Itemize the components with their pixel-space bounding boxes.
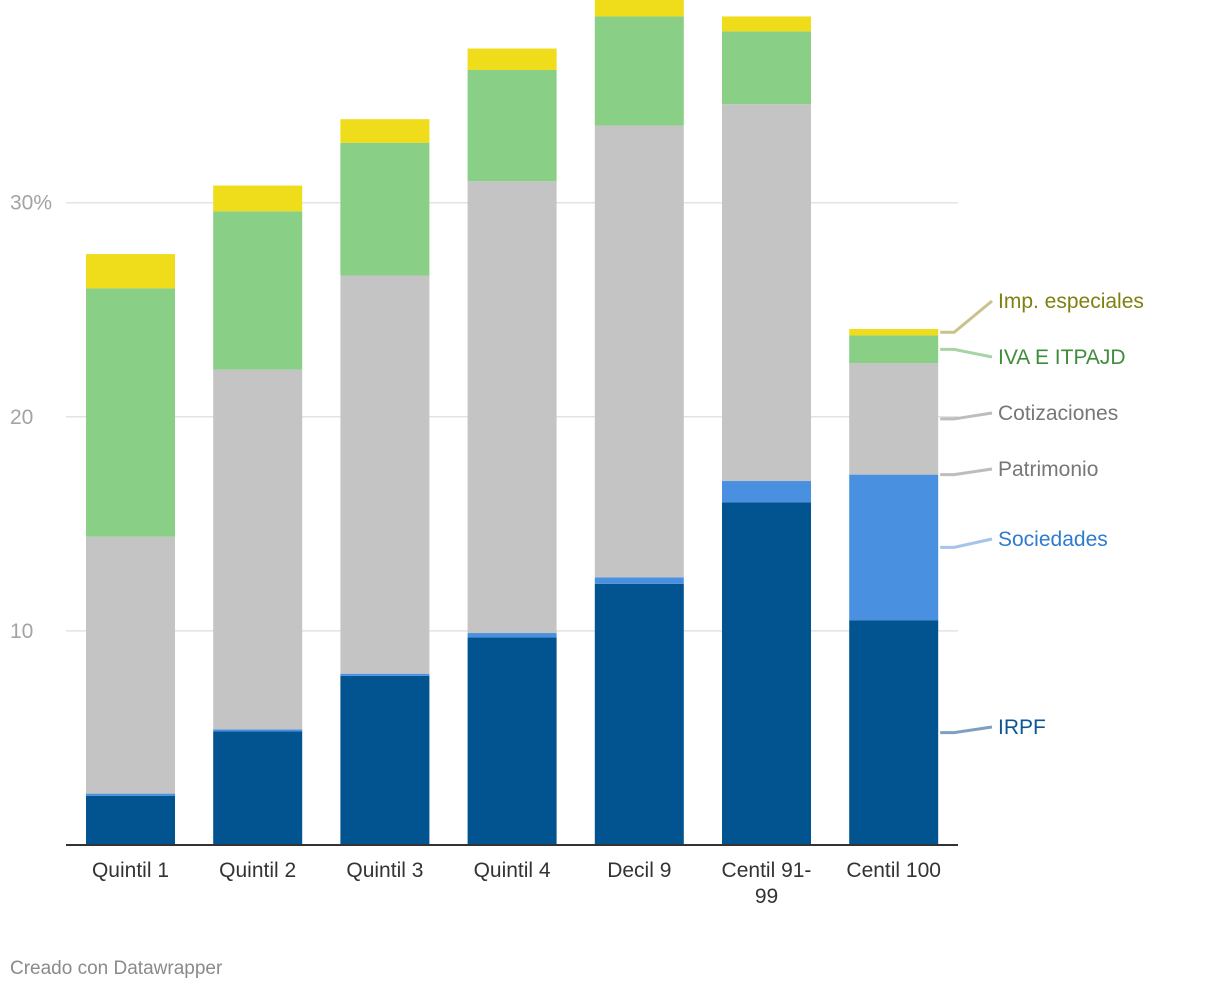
bar-segment: [467, 48, 557, 70]
legend-label: IRPF: [998, 716, 1046, 739]
bar-segment: [594, 577, 684, 584]
axes: 10 20 30% Quintil 1 Quintil 2 Quintil 3 Quinti…: [10, 192, 958, 908]
bar-segment: [849, 335, 939, 364]
bar-segment: [722, 481, 811, 503]
legend-connector: [940, 411, 993, 421]
bar-segment: [86, 793, 175, 796]
y-tick-label: 10: [10, 620, 33, 643]
bar-segment: [86, 795, 175, 845]
bar-segment: [213, 731, 303, 845]
bar-segment: [594, 583, 684, 845]
legend-connector: [940, 537, 993, 549]
bar-segment: [594, 0, 684, 17]
legend-connector: [940, 347, 993, 359]
bar-segment: [213, 211, 303, 370]
x-tick-label: Quintil 1: [92, 859, 169, 882]
bar-segment: [86, 288, 175, 537]
bar-segment: [340, 675, 430, 845]
bar-segment: [213, 369, 303, 730]
bar-segment: [340, 142, 430, 276]
bar-segment: [86, 536, 175, 794]
bar-segment: [467, 637, 557, 845]
bar-segment: [467, 633, 557, 638]
bar-segment: [340, 673, 430, 676]
legend-label: Patrimonio: [998, 458, 1098, 481]
bar-segment: [213, 185, 303, 212]
bar-segment: [594, 125, 684, 578]
bar-segment: [849, 363, 939, 475]
inline-legend: IRPF Sociedades Patrimonio Cotizaciones IVA …: [940, 290, 1144, 739]
x-tick-label: Quintil 3: [346, 859, 423, 882]
x-tick-label: Centil 100: [846, 859, 941, 882]
legend-label: Sociedades: [998, 528, 1108, 551]
legend-connector: [940, 299, 993, 334]
legend-label: Cotizaciones: [998, 402, 1118, 425]
y-tick-label: 20: [10, 406, 33, 429]
legend-label: Imp. especiales: [998, 290, 1144, 313]
legend-connector: [940, 725, 993, 735]
x-tick-label: Centil 91-: [722, 859, 812, 882]
x-tick-label: Quintil 2: [219, 859, 296, 882]
x-tick-label: Decil 9: [607, 859, 671, 882]
bar-segment: [849, 474, 939, 621]
legend-connector: [940, 467, 993, 477]
x-tick-label: Quintil 4: [474, 859, 551, 882]
bar-segment: [86, 254, 175, 289]
x-tick-label: 99: [755, 885, 778, 908]
bar-segment: [849, 620, 939, 845]
bar-segment: [213, 729, 303, 732]
bar-segment: [467, 69, 557, 182]
bar-segment: [467, 181, 557, 634]
bar-segment: [340, 275, 430, 674]
bar-segment: [722, 31, 811, 105]
bar-segment: [722, 16, 811, 32]
bar-segment: [340, 119, 430, 143]
y-tick-label: 30%: [10, 192, 52, 215]
legend-label: IVA E ITPAJD: [998, 346, 1126, 369]
bar-segment: [594, 16, 684, 126]
credit-text: Creado con Datawrapper: [10, 958, 223, 979]
bars: [86, 0, 939, 845]
bar-segment: [722, 104, 811, 482]
bar-segment: [849, 329, 939, 336]
bar-segment: [722, 502, 811, 845]
